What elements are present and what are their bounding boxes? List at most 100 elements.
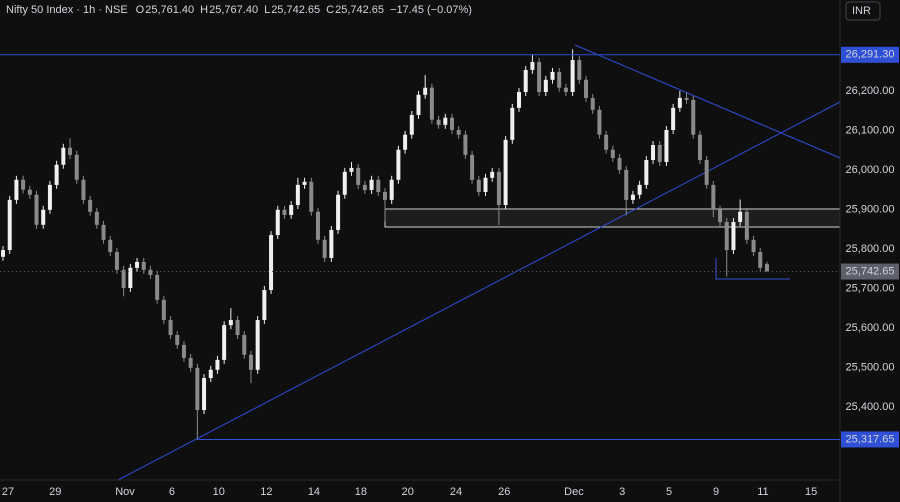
candle-body (738, 211, 743, 223)
candle-body (242, 335, 247, 355)
candle-body (517, 92, 522, 108)
candle-body (443, 117, 448, 125)
candle-body (148, 269, 153, 275)
ohlc-value: 25,742.65 (271, 4, 320, 16)
candle-body (550, 71, 555, 80)
candle-body (161, 299, 166, 320)
candle-body (764, 264, 769, 272)
candle-body (275, 209, 280, 236)
y-tick-label: 25,600.00 (846, 322, 895, 334)
candle-body (697, 134, 702, 160)
candle-body (463, 134, 468, 155)
x-tick-label: 27 (2, 486, 14, 498)
trendline-up (117, 101, 841, 481)
candle-body (81, 179, 86, 200)
x-tick-label: 29 (49, 486, 61, 498)
x-tick-label: 18 (355, 486, 367, 498)
candle-body (329, 229, 334, 258)
candle-body (577, 60, 582, 80)
candle-body (315, 211, 320, 240)
candle-body (215, 359, 220, 370)
ohlc-value: 25,761.40 (145, 4, 194, 16)
candle-body (376, 179, 381, 192)
candle-body (168, 320, 173, 336)
level-label: 26,291.30 (846, 49, 895, 61)
x-tick-label: 20 (402, 486, 414, 498)
candle-body (677, 97, 682, 108)
candle-body (336, 194, 341, 230)
y-tick-label: 25,800.00 (846, 243, 895, 255)
candle-body (584, 79, 589, 98)
change: −17.45 (−0.07%) (390, 4, 472, 16)
candle-body (557, 71, 562, 88)
y-tick-label: 26,000.00 (846, 164, 895, 176)
candle-body (108, 239, 113, 253)
candle-body (604, 134, 609, 150)
currency[interactable]: INR (852, 5, 871, 17)
x-tick-label: 3 (619, 486, 625, 498)
candle-body (671, 107, 676, 130)
candle-body (7, 199, 12, 251)
ohlc-key: H (200, 4, 208, 16)
candle-body (14, 179, 19, 200)
candle-body (27, 189, 32, 195)
currency-box[interactable] (845, 1, 881, 21)
candle-body (54, 164, 59, 185)
candle-body (543, 79, 548, 93)
candle-body (369, 179, 374, 191)
candle-body (94, 211, 99, 225)
candle-body (396, 149, 401, 180)
zone (384, 208, 841, 228)
candle-body (449, 117, 454, 130)
candle-body (68, 147, 73, 155)
candle-body (624, 169, 629, 200)
x-tick-label: 11 (757, 486, 768, 498)
candle-body (403, 134, 408, 150)
level-label: 25,317.65 (846, 433, 895, 445)
candle-body (751, 239, 756, 253)
candle-body (88, 199, 93, 212)
candle-body (34, 194, 39, 225)
candle-body (758, 252, 763, 268)
candle-body (429, 87, 434, 120)
candle-body (114, 252, 119, 270)
candle-body (195, 367, 200, 411)
candle-body (362, 184, 367, 191)
candle-body (409, 114, 414, 135)
candle-body (637, 184, 642, 195)
candle-body (235, 320, 240, 336)
candle-body (490, 171, 495, 178)
candle-body (1, 250, 6, 257)
candle-body (470, 154, 475, 180)
candle-body (630, 194, 635, 200)
candle-body (309, 181, 314, 212)
candle-body (423, 87, 428, 95)
candle-body (101, 224, 106, 240)
candle-body (202, 378, 207, 411)
candle-body (744, 211, 749, 240)
candle-body (510, 107, 515, 140)
candle-body (731, 222, 736, 251)
candle-body (282, 209, 287, 215)
candle-body (262, 289, 267, 320)
candle-body (610, 149, 615, 159)
candle-body (222, 325, 227, 360)
candle-body (590, 97, 595, 110)
x-tick-label: 12 (260, 486, 272, 498)
candle-body (248, 354, 253, 370)
candle-body (563, 87, 568, 93)
x-tick-label: 14 (308, 486, 320, 498)
candle-body (322, 239, 327, 258)
candle-body (349, 167, 354, 172)
ohlc-key: O (136, 4, 145, 16)
candle-body (718, 209, 723, 223)
x-tick-label: 15 (805, 486, 817, 498)
candle-body (155, 274, 160, 300)
candle-body (711, 184, 716, 210)
candle-body (389, 179, 394, 200)
candle-body (570, 60, 575, 93)
candle-body (21, 179, 26, 190)
candle-body (530, 62, 535, 70)
candle-body (289, 205, 294, 215)
